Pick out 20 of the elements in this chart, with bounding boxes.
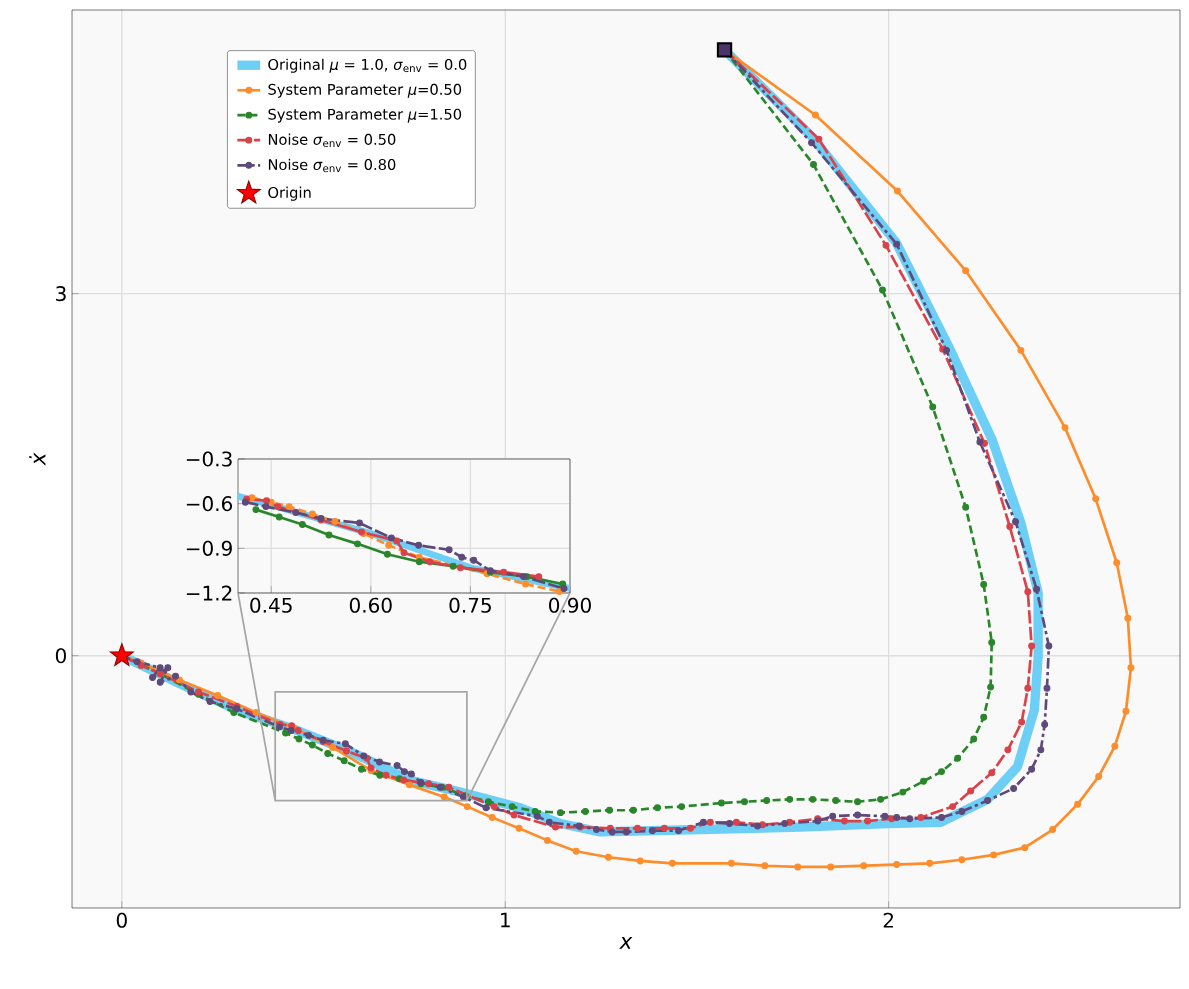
legend-label: Original μ = 1.0, σ$_{env}$ = 0.0 bbox=[268, 58, 467, 73]
legend-label: System Parameter μ=0.50 bbox=[268, 83, 462, 98]
legend-label: Noise σ$_{env}$ = 0.80 bbox=[268, 158, 396, 173]
x-tick-label: 2 bbox=[883, 912, 893, 928]
x-tick-label: 1 bbox=[501, 912, 510, 928]
x-tick-label: 0.90 bbox=[549, 597, 591, 613]
y-tick-label: −1.2 bbox=[186, 585, 232, 601]
y-tick-label: −0.3 bbox=[186, 451, 232, 467]
x-tick-label: 0.75 bbox=[449, 597, 491, 613]
y-tick-label: −0.9 bbox=[186, 540, 232, 556]
x-tick-label: 0.45 bbox=[250, 597, 292, 613]
x-axis-title: x bbox=[619, 936, 633, 949]
legend-label: System Parameter μ=1.50 bbox=[268, 108, 462, 123]
y-tick-label: 3 bbox=[56, 286, 66, 302]
y-axis-title: ẋ bbox=[29, 452, 46, 466]
legend-label: Noise σ$_{env}$ = 0.50 bbox=[268, 133, 396, 148]
legend-label: Origin bbox=[268, 186, 311, 201]
x-tick-label: 0.60 bbox=[349, 597, 392, 613]
y-tick-label: −0.6 bbox=[186, 496, 233, 512]
x-tick-label: 0 bbox=[116, 912, 127, 928]
